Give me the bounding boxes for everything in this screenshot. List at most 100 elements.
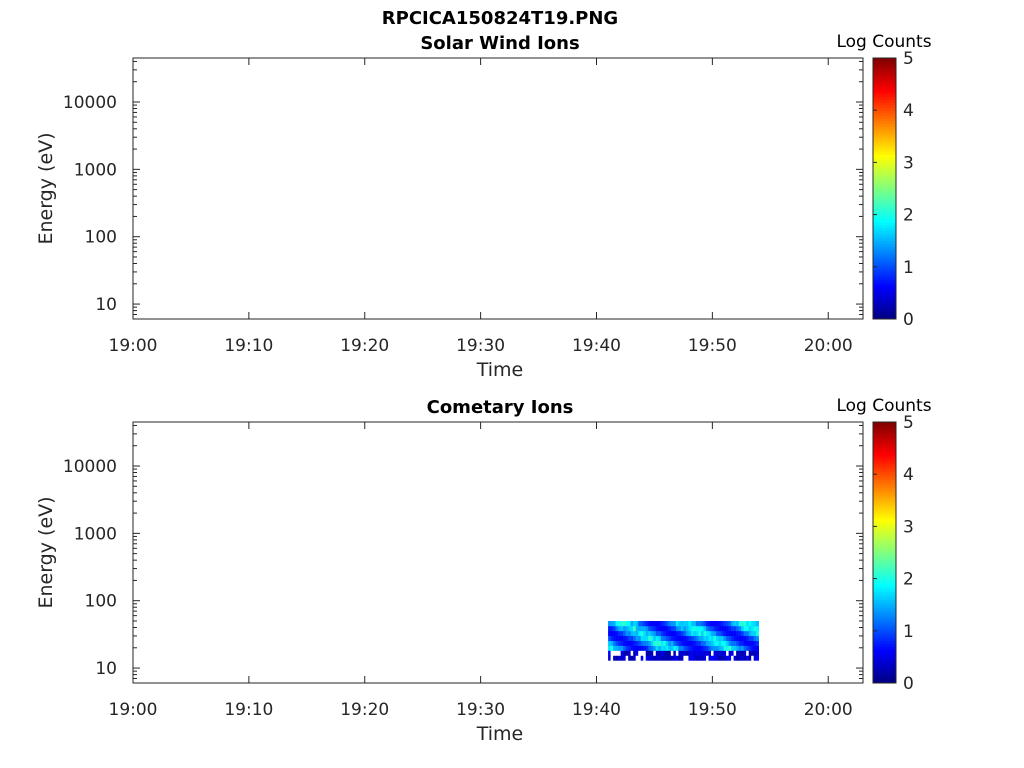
y-tick-label: 100: [85, 228, 117, 248]
colorbar-segment: [873, 71, 896, 75]
spectrogram-cell: [688, 620, 692, 627]
spectrogram-cell: [638, 625, 642, 632]
spectrogram-cell: [690, 620, 694, 627]
spectrogram-cell: [751, 640, 754, 646]
spectrogram-cell: [746, 655, 749, 661]
colorbar-segment: [873, 536, 896, 540]
spectrogram-cell: [660, 630, 664, 637]
spectrogram-cell: [733, 640, 737, 646]
colorbar-tick-label: 1: [903, 622, 914, 642]
spectrogram-cell: [746, 635, 749, 641]
spectrogram-cell: [716, 625, 719, 632]
x-tick-label: 19:30: [456, 336, 505, 356]
spectrogram-cell: [716, 650, 719, 656]
spectrogram-cell: [705, 655, 709, 661]
spectrogram-cell: [653, 625, 657, 632]
spectrogram-cell: [683, 625, 687, 632]
spectrogram-cell: [678, 640, 682, 646]
colorbar-segment: [873, 219, 896, 223]
spectrogram-cell: [613, 645, 616, 651]
colorbar-segment: [873, 513, 896, 517]
colorbar-segment: [873, 290, 896, 294]
spectrogram-cell: [618, 620, 621, 627]
colorbar-segment: [873, 589, 896, 593]
spectrogram-cell: [698, 645, 702, 651]
spectrogram-cell: [655, 645, 659, 651]
spectrogram-cell: [630, 645, 634, 651]
spectrogram-cell: [708, 650, 712, 656]
colorbar-segment: [873, 476, 896, 480]
spectrogram-cell: [741, 630, 744, 637]
colorbar-segment: [873, 316, 896, 320]
spectrogram-cell: [608, 645, 611, 651]
colorbar-tick-label: 3: [903, 153, 914, 173]
spectrogram-cell: [628, 625, 631, 632]
y-tick-label: 10000: [63, 93, 117, 113]
colorbar-segment: [873, 112, 896, 116]
spectrogram-cell: [683, 635, 687, 641]
colorbar-segment: [873, 659, 896, 663]
spectrogram-cell: [633, 635, 636, 641]
spectrogram-cell: [695, 650, 699, 656]
spectrogram-cell: [633, 650, 636, 656]
y-axis-label: Energy (eV): [35, 132, 57, 244]
spectrogram-cell: [633, 640, 636, 646]
spectrogram-cell: [713, 655, 717, 661]
colorbar-segment: [873, 191, 896, 195]
colorbar-segment: [873, 549, 896, 553]
axes-box: [132, 57, 864, 320]
spectrogram-cell: [630, 640, 634, 646]
spectrogram-cell: [690, 655, 694, 661]
colorbar-segment: [873, 547, 896, 551]
spectrogram-cell: [668, 630, 672, 637]
spectrogram-cell: [721, 640, 724, 646]
spectrogram-cell: [698, 635, 702, 641]
spectrogram-cell: [726, 650, 729, 656]
colorbar-segment: [873, 230, 896, 234]
colorbar-segment: [873, 628, 896, 632]
spectrogram-cell: [610, 635, 614, 641]
spectrogram-cell: [718, 645, 722, 651]
spectrogram-cell: [683, 650, 687, 656]
colorbar-segment: [873, 552, 896, 556]
spectrogram-cell: [713, 640, 717, 646]
panel-title: Cometary Ions: [427, 397, 574, 418]
spectrogram-cell: [665, 640, 669, 646]
spectrogram-cell: [693, 645, 697, 651]
spectrogram-cell: [731, 645, 734, 651]
spectrogram-cell: [690, 635, 694, 641]
spectrogram-cell: [638, 640, 642, 646]
spectrogram-cell: [711, 630, 714, 637]
spectrogram-cell: [746, 625, 749, 632]
spectrogram-cell: [668, 645, 672, 651]
spectrogram-cell: [638, 655, 642, 661]
spectrogram-cell: [665, 625, 669, 632]
spectrogram-cell: [731, 640, 734, 646]
spectrogram-cell: [633, 645, 636, 651]
colorbar-segment: [873, 206, 896, 210]
spectrogram-cell: [738, 645, 742, 651]
colorbar-segment: [873, 303, 896, 307]
colorbar-segment: [873, 193, 896, 197]
colorbar-segment: [873, 58, 896, 62]
spectrogram-cell: [748, 630, 752, 637]
colorbar-frame: [872, 57, 897, 320]
colorbar-segment: [873, 308, 896, 312]
spectrogram-cell: [628, 655, 631, 661]
spectrogram-cell: [756, 655, 760, 661]
spectrogram-cell: [726, 655, 729, 661]
colorbar-segment: [873, 266, 896, 270]
spectrogram-cell: [688, 645, 692, 651]
spectrogram-cell: [638, 635, 642, 641]
spectrogram-cell: [648, 645, 652, 651]
spectrogram-cell: [718, 635, 722, 641]
colorbar-tick-label: 2: [903, 206, 914, 226]
spectrogram-cell: [721, 635, 724, 641]
spectrogram-cell: [640, 650, 644, 656]
spectrogram-cell: [675, 650, 679, 656]
spectrogram-cell: [698, 620, 702, 627]
colorbar-segment: [873, 424, 896, 428]
colorbar-tick-label: 0: [903, 674, 914, 694]
x-tick-label: 19:20: [340, 336, 389, 356]
spectrogram-cell: [711, 625, 714, 632]
